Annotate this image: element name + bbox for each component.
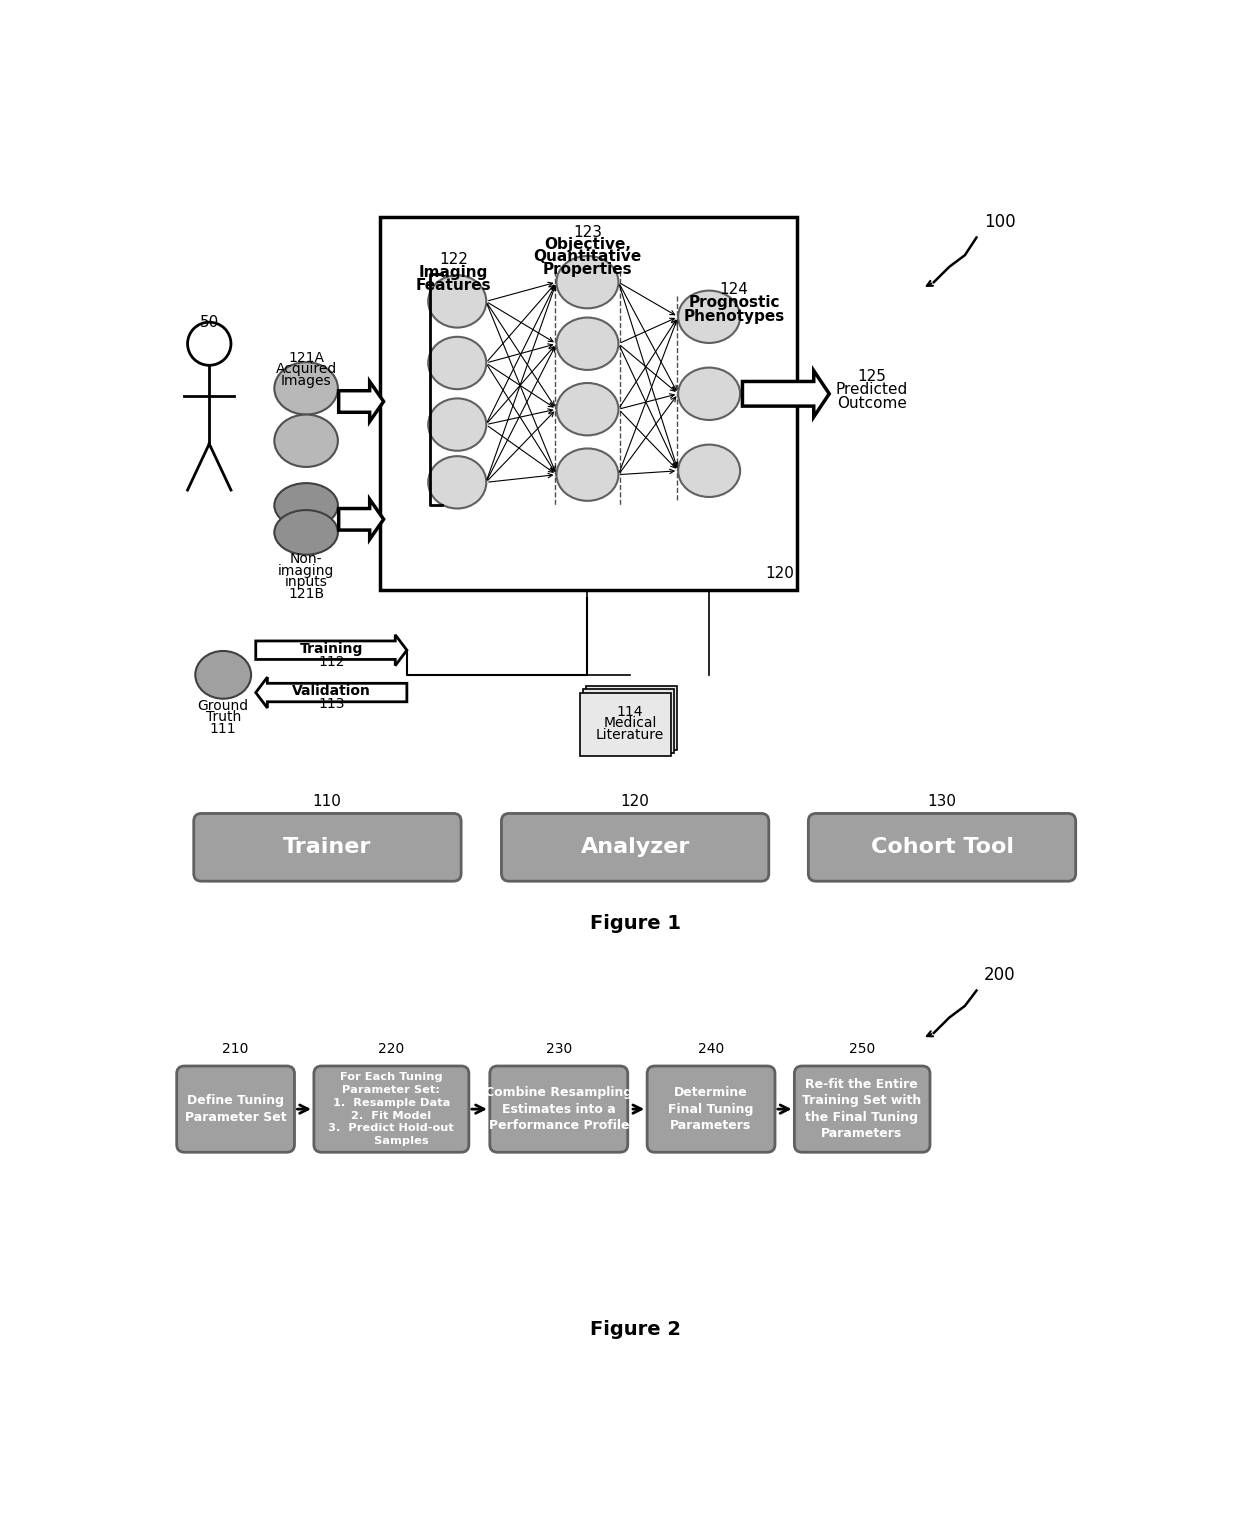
Text: Truth: Truth [206,710,241,724]
Text: Imaging: Imaging [419,264,489,279]
Text: Define Tuning
Parameter Set: Define Tuning Parameter Set [185,1094,286,1124]
Text: Training: Training [300,642,363,655]
Bar [587,686,677,749]
Ellipse shape [678,444,740,498]
Text: Literature: Literature [596,728,665,742]
Text: 200: 200 [983,966,1016,985]
Text: Phenotypes: Phenotypes [683,308,785,323]
FancyBboxPatch shape [808,813,1076,881]
Ellipse shape [274,510,337,555]
Text: 130: 130 [928,793,956,809]
FancyBboxPatch shape [176,1066,295,1153]
Text: 100: 100 [983,212,1016,231]
Ellipse shape [428,457,486,508]
Text: 124: 124 [719,282,749,297]
Text: 121A: 121A [288,350,324,364]
Text: 230: 230 [546,1042,572,1056]
Text: 125: 125 [857,369,887,384]
Text: Quantitative: Quantitative [533,249,641,264]
Bar [580,693,671,755]
FancyBboxPatch shape [795,1066,930,1153]
Polygon shape [339,499,383,540]
Polygon shape [743,370,830,417]
Ellipse shape [274,414,337,467]
Text: Predicted: Predicted [836,382,908,397]
FancyBboxPatch shape [193,813,461,881]
Ellipse shape [557,317,619,370]
Text: Cohort Tool: Cohort Tool [870,837,1013,857]
Text: 114: 114 [616,705,644,719]
Polygon shape [339,381,383,422]
Ellipse shape [274,482,337,528]
Text: Determine
Final Tuning
Parameters: Determine Final Tuning Parameters [668,1086,754,1132]
Ellipse shape [557,256,619,308]
Ellipse shape [557,382,619,435]
Text: 50: 50 [200,316,219,331]
Text: 120: 120 [620,793,650,809]
Text: Validation: Validation [291,684,371,698]
Ellipse shape [428,275,486,328]
Ellipse shape [195,651,250,699]
Text: 111: 111 [210,722,237,736]
Text: Features: Features [415,278,491,293]
Circle shape [187,322,231,366]
Text: Objective,: Objective, [544,237,631,252]
Text: Re-fit the Entire
Training Set with
the Final Tuning
Parameters: Re-fit the Entire Training Set with the … [802,1079,921,1141]
Polygon shape [255,634,407,666]
Text: Images: Images [280,373,331,388]
Ellipse shape [678,367,740,420]
Text: 110: 110 [312,793,341,809]
Text: 220: 220 [378,1042,404,1056]
Bar [583,689,675,752]
Text: Analyzer: Analyzer [580,837,689,857]
Text: 210: 210 [222,1042,249,1056]
Ellipse shape [428,337,486,390]
Text: Properties: Properties [543,261,632,276]
Text: Figure 1: Figure 1 [590,915,681,933]
Text: Outcome: Outcome [837,396,906,411]
Text: 250: 250 [848,1042,875,1056]
FancyBboxPatch shape [501,813,769,881]
Ellipse shape [428,399,486,451]
Polygon shape [255,677,407,708]
Text: 113: 113 [319,698,345,711]
Text: For Each Tuning
Parameter Set:
1.  Resample Data
2.  Fit Model
3.  Predict Hold-: For Each Tuning Parameter Set: 1. Resamp… [329,1073,454,1147]
Text: Prognostic: Prognostic [688,296,780,311]
Text: Combine Resampling
Estimates into a
Performance Profile: Combine Resampling Estimates into a Perf… [485,1086,632,1132]
Ellipse shape [274,363,337,414]
FancyBboxPatch shape [490,1066,627,1153]
Text: inputs: inputs [285,575,327,590]
Text: Trainer: Trainer [283,837,372,857]
Text: 122: 122 [439,252,467,267]
Text: Ground: Ground [197,699,249,713]
Bar [379,217,797,590]
Text: imaging: imaging [278,564,335,578]
FancyBboxPatch shape [647,1066,775,1153]
Text: 112: 112 [319,655,345,669]
Text: 120: 120 [765,566,795,581]
Text: Figure 2: Figure 2 [590,1320,681,1340]
Text: 121B: 121B [288,587,324,601]
Ellipse shape [678,291,740,343]
Text: Acquired: Acquired [275,363,337,376]
Text: 240: 240 [698,1042,724,1056]
Ellipse shape [557,449,619,501]
Text: 123: 123 [573,225,601,240]
Text: Non-: Non- [290,552,322,566]
Text: Medical: Medical [604,716,657,730]
FancyBboxPatch shape [314,1066,469,1153]
